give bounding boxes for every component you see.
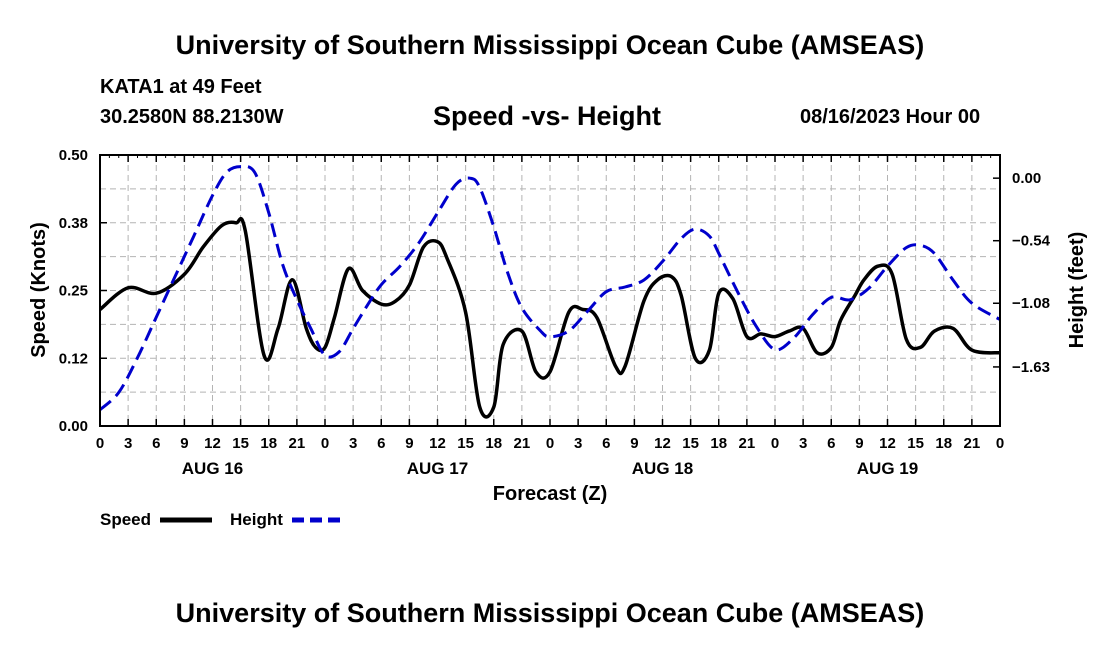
speed-series-line: [98, 217, 1001, 419]
x-tick-label: 0: [771, 435, 779, 452]
axis-layer: 0 3 6 9 12 15 18 21 0 3 6 9 12 15 18 21 0 3 6 9 12 15 18 21 0 3 6 9…: [59, 147, 1051, 478]
day-label: AUG 17: [407, 459, 468, 478]
x-axis-label: Forecast (Z): [493, 483, 607, 505]
y2-tick-label: −0.54: [1012, 233, 1051, 250]
forecast-datetime: 08/16/2023 Hour 00: [800, 106, 981, 128]
x-tick-label: 9: [180, 435, 188, 452]
x-tick-label: 12: [654, 435, 671, 452]
x-tick-label: 15: [682, 435, 699, 452]
x-tick-label: 12: [429, 435, 446, 452]
x-tick-label: 18: [935, 435, 952, 452]
y-axis-label: Speed (Knots): [28, 222, 50, 358]
x-tick-label: 9: [630, 435, 638, 452]
day-label: AUG 16: [182, 459, 243, 478]
x-tick-label: 9: [855, 435, 863, 452]
legend-height-label: Height: [230, 510, 283, 529]
x-tick-label: 3: [349, 435, 357, 452]
x-tick-label: 18: [260, 435, 277, 452]
y-tick-label: 0.00: [59, 418, 88, 435]
x-tick-label: 6: [827, 435, 835, 452]
legend-speed-label: Speed: [100, 510, 151, 529]
report-title: University of Southern Mississippi Ocean…: [175, 30, 925, 60]
x-tick-label: 12: [879, 435, 896, 452]
y-tick-label: 0.38: [59, 215, 88, 232]
x-tick-label: 15: [232, 435, 249, 452]
y2-axis-label: Height (feet): [1066, 232, 1088, 349]
x-tick-label: 0: [546, 435, 554, 452]
legend: Speed Height: [100, 510, 344, 529]
x-tick-label: 9: [405, 435, 413, 452]
x-tick-label: 18: [710, 435, 727, 452]
x-tick-label: 3: [124, 435, 132, 452]
x-tick-label: 21: [964, 435, 981, 452]
footer-title: University of Southern Mississippi Ocean…: [175, 598, 925, 628]
x-tick-label: 15: [907, 435, 924, 452]
x-tick-label: 12: [204, 435, 221, 452]
series-layer: [98, 164, 1001, 419]
station-coordinates: 30.2580N 88.2130W: [100, 106, 284, 128]
x-tick-label: 6: [602, 435, 610, 452]
x-tick-label: 6: [152, 435, 160, 452]
station-label: KATA1 at 49 Feet: [100, 76, 262, 98]
grid-layer: [100, 155, 1000, 426]
x-tick-label: 3: [799, 435, 807, 452]
x-tick-label: 0: [996, 435, 1004, 452]
x-tick-label: 0: [321, 435, 329, 452]
y2-tick-label: −1.08: [1012, 295, 1050, 312]
chart-title: Speed -vs- Height: [433, 101, 662, 131]
x-tick-label: 15: [457, 435, 474, 452]
x-tick-label: 21: [739, 435, 756, 452]
y2-tick-label: −1.63: [1012, 359, 1050, 376]
x-tick-label: 18: [485, 435, 502, 452]
x-tick-label: 21: [289, 435, 306, 452]
day-label: AUG 18: [632, 459, 693, 478]
x-tick-label: 3: [574, 435, 582, 452]
y-tick-label: 0.50: [59, 147, 88, 164]
x-tick-label: 21: [514, 435, 531, 452]
y-tick-label: 0.12: [59, 350, 88, 367]
x-tick-label: 6: [377, 435, 385, 452]
x-tick-label: 0: [96, 435, 104, 452]
y2-tick-label: 0.00: [1012, 170, 1041, 187]
height-series-line: [98, 164, 1001, 411]
day-label: AUG 19: [857, 459, 918, 478]
y-tick-label: 0.25: [59, 283, 88, 300]
